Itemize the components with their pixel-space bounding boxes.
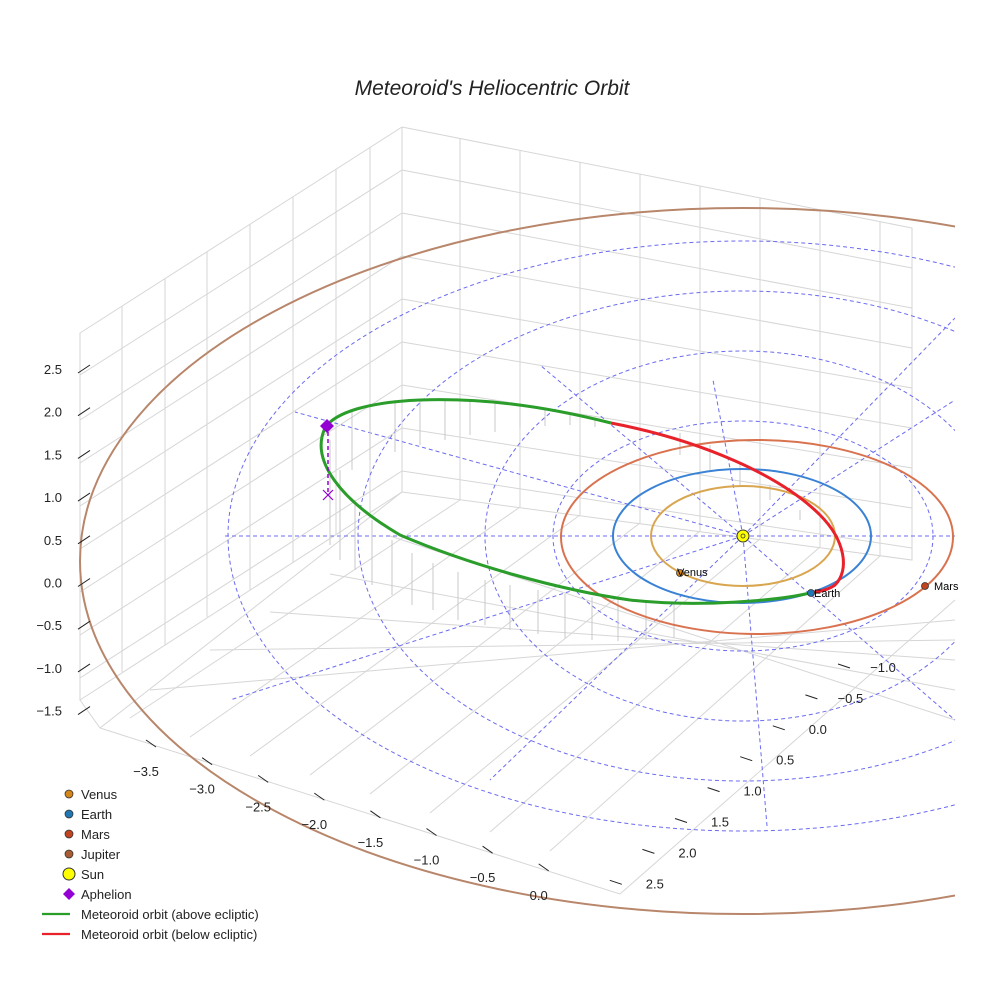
mars-marker [921,582,929,590]
meteoroid-orbit-above-ecliptic [319,398,811,605]
z-tick-mark [77,620,91,630]
x-tick-label: −2.5 [245,799,271,814]
y-tick-label: 0.0 [809,722,827,737]
venus-marker [676,569,684,577]
legend-label: Meteoroid orbit (above ecliptic) [81,907,259,922]
z-tick-mark [77,364,91,374]
legend-item: Meteoroid orbit (below ecliptic) [42,927,257,942]
y-tick-label: 0.5 [776,753,794,768]
mars-orbit [560,439,954,635]
z-axis: 2.5 2.0 1.5 1.0 0.5 0.0 −0.5 −1.0 −1.5 [36,362,91,719]
sun-marker [736,529,750,543]
y-tick-mark [609,879,622,885]
x-tick-label: −1.0 [414,853,440,868]
y-tick-label: 1.0 [744,784,762,799]
earth-marker [807,589,815,597]
aphelion-projection-cross [322,489,334,501]
z-tick-mark [77,449,91,459]
legend-sun-icon [62,867,76,881]
legend-label: Meteoroid orbit (below ecliptic) [81,927,257,942]
legend-label: Venus [81,787,118,802]
legend-label: Jupiter [81,847,121,862]
legend-dot-icon [64,849,74,859]
legend-label: Sun [81,867,104,882]
legend-item: Jupiter [64,847,121,862]
x-tick-label: 0.0 [530,888,548,903]
x-tick-label: −0.5 [470,870,496,885]
meteoroid-orbit-below-ecliptic [610,421,845,595]
x-tick-mark [370,810,381,819]
x-tick-mark [314,792,325,801]
z-tick-label: 1.5 [44,447,62,462]
legend-label: Mars [81,827,110,842]
legend: Venus Earth Mars Jupiter Sun Aphelion Meteoroi… [42,787,259,942]
z-tick-label: 1.0 [44,490,62,505]
y-tick-mark [805,694,818,700]
z-tick-mark [77,578,91,587]
legend-label: Aphelion [81,887,132,902]
z-tick-label: 2.5 [44,362,62,377]
jupiter-orbit [79,207,955,915]
x-tick-mark [538,863,549,872]
y-tick-label: 2.5 [646,876,664,891]
legend-dot-icon [64,809,74,819]
y-tick-mark [674,818,688,823]
y-tick-label: 1.5 [711,815,729,830]
z-tick-label: −1.0 [36,661,62,676]
x-tick-mark [426,828,437,836]
legend-item: Meteoroid orbit (above ecliptic) [42,907,259,922]
z-tick-mark [77,407,91,417]
z-tick-mark [77,706,91,716]
x-axis: −3.5 −3.0 −2.5 −2.0 −1.5 −1.0 −0.5 0.0 [133,739,549,903]
z-tick-label: 2.0 [44,405,62,420]
x-tick-mark [482,845,493,854]
legend-item: Venus [64,787,118,802]
y-tick-mark [837,663,851,669]
axis-pane-grid [79,126,956,895]
x-tick-mark [145,739,157,748]
orbit-drop-lines [329,399,801,641]
z-tick-label: −1.5 [36,704,62,719]
x-tick-label: −1.5 [358,835,384,850]
mars-label: Mars [934,581,959,593]
x-tick-label: −2.0 [301,817,327,832]
z-tick-label: 0.5 [44,533,62,548]
aphelion-marker [320,419,334,433]
ecliptic-reference-grid [225,240,955,832]
z-tick-mark [77,492,91,502]
y-tick-label: 2.0 [678,845,696,860]
legend-item: Aphelion [63,887,132,902]
x-tick-mark [257,774,269,783]
legend-dot-icon [64,789,74,799]
chart-title: Meteoroid's Heliocentric Orbit [355,77,631,100]
legend-item: Sun [62,867,104,882]
z-tick-mark [77,535,91,545]
y-tick-mark [642,848,655,854]
legend-label: Earth [81,807,112,822]
legend-item: Mars [64,827,110,842]
z-tick-mark [77,663,91,673]
venus-label: Venus [677,567,708,579]
y-axis: −1.0 −0.5 0.0 0.5 1.0 1.5 2.0 2.5 [609,660,896,891]
y-tick-mark [772,725,785,731]
y-tick-label: −1.0 [870,660,896,675]
y-tick-label: −0.5 [838,691,864,706]
z-tick-label: −0.5 [36,618,62,633]
z-tick-label: 0.0 [44,576,62,591]
earth-label: Earth [814,588,840,600]
x-tick-label: −3.5 [133,764,159,779]
y-tick-mark [740,756,753,762]
legend-item: Earth [64,807,112,822]
x-tick-mark [201,757,213,766]
x-tick-label: −3.0 [189,782,215,797]
legend-dot-icon [64,829,74,839]
y-tick-mark [707,787,720,793]
legend-diamond-icon [63,888,75,900]
